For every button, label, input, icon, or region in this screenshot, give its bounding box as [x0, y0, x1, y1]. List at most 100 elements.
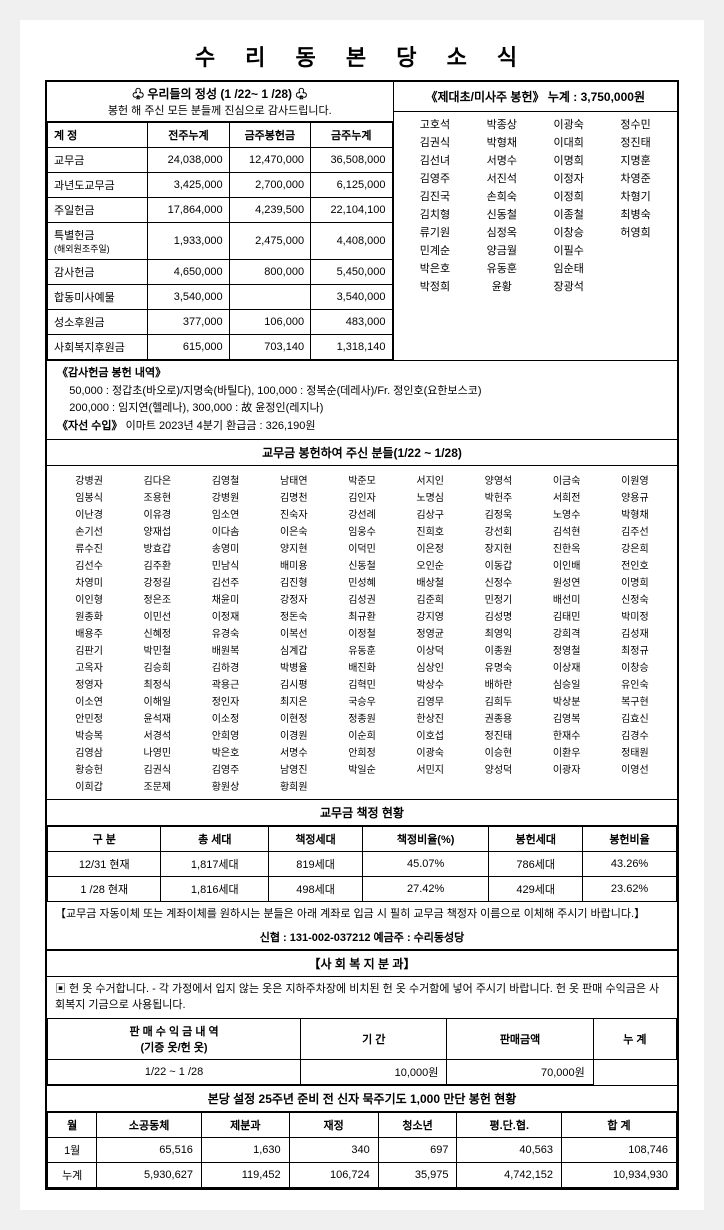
contributor-name: 이은숙 — [262, 523, 326, 538]
contributor-name: 김상구 — [398, 506, 462, 521]
prayer-cell: 35,975 — [378, 1162, 457, 1187]
prayer-cell: 106,724 — [289, 1162, 378, 1187]
contributor-name: 서희전 — [535, 489, 599, 504]
sales-col: 기 간 — [301, 1018, 447, 1059]
status-cell: 1 /28 현재 — [48, 877, 161, 902]
contributor-name: 김영철 — [193, 472, 257, 487]
thanks-memo-title: 《감사헌금 봉헌 내역》 — [57, 367, 166, 379]
prayer-row: 1월65,5161,63034069740,563108,746 — [48, 1137, 677, 1162]
contributor-name: 황승헌 — [57, 761, 121, 776]
contributor-name: 이소연 — [57, 693, 121, 708]
offer-val: 22,104,100 — [311, 198, 392, 223]
contributor-name: 전인호 — [603, 557, 667, 572]
contributor-name: 김인자 — [330, 489, 394, 504]
contributor-name: 김승희 — [125, 659, 189, 674]
contributor-name: 이창승 — [603, 659, 667, 674]
prayer-col: 제분과 — [201, 1112, 289, 1137]
contributor-name: 박준모 — [330, 472, 394, 487]
contributor-name: 한재수 — [535, 727, 599, 742]
contributor-name: 이동갑 — [466, 557, 530, 572]
altar-name: 유동훈 — [468, 260, 535, 276]
contributor-name: 김정욱 — [466, 506, 530, 521]
contributor-name: 안희정 — [330, 744, 394, 759]
contributor-name: 곽용근 — [193, 676, 257, 691]
contributor-name: 김주환 — [125, 557, 189, 572]
status-table: 구 분총 세대책정세대책정비율(%)봉헌세대봉헌비율 12/31 현재1,817… — [47, 826, 677, 902]
contributor-name: 박민철 — [125, 642, 189, 657]
altar-name: 박형채 — [468, 134, 535, 150]
offer-label: 교무금 — [48, 148, 148, 173]
status-row: 12/31 현재1,817세대819세대45.07%786세대43.26% — [48, 852, 677, 877]
sales-col: 판 매 수 익 금 내 역(기증 옷/헌 옷) — [48, 1018, 301, 1059]
offer-val: 4,650,000 — [148, 260, 229, 285]
offer-val — [229, 285, 310, 310]
contributor-name: 최규환 — [330, 608, 394, 623]
status-title: 교무금 책정 현황 — [47, 800, 677, 826]
contributor-name: 진한옥 — [535, 540, 599, 555]
contributor-name: 이명희 — [603, 574, 667, 589]
offer-val: 377,000 — [148, 310, 229, 335]
offer-val: 4,408,000 — [311, 223, 392, 260]
contributor-name: 박상수 — [398, 676, 462, 691]
contributor-name: 박미정 — [603, 608, 667, 623]
contributor-name: 안민정 — [57, 710, 121, 725]
offer-row: 사회복지후원금615,000703,1401,318,140 — [48, 335, 393, 360]
prayer-cell: 108,746 — [562, 1137, 677, 1162]
altar-name: 류기원 — [402, 224, 469, 240]
contributor-name: 이승현 — [466, 744, 530, 759]
sales-col: 누 계 — [593, 1018, 676, 1059]
prayer-cell: 5,930,627 — [97, 1162, 202, 1187]
contributor-name: 이다솜 — [193, 523, 257, 538]
contributors-section: 교무금 봉헌하여 주신 분들(1/22 ~ 1/28) 강병권김다은김영철남태연… — [47, 440, 677, 800]
page-title: 수 리 동 본 당 소 식 — [45, 40, 679, 72]
contributor-name: 배원복 — [193, 642, 257, 657]
offering-panel: ♧ 우리들의 정성 (1 /22~ 1 /28) ♧ 봉헌 해 주신 모든 분들… — [47, 82, 394, 360]
contributor-name: 박형채 — [603, 506, 667, 521]
offer-col: 금주봉헌금 — [229, 123, 310, 148]
contributor-name: 최정규 — [603, 642, 667, 657]
contributor-name: 장지현 — [466, 540, 530, 555]
offering-header: ♧ 우리들의 정성 (1 /22~ 1 /28) ♧ 봉헌 해 주신 모든 분들… — [47, 82, 393, 122]
altar-name: 지명훈 — [602, 152, 669, 168]
bank-account: 신협 : 131-002-037212 예금주 : 수리동성당 — [47, 927, 677, 949]
contributor-name: 신동철 — [330, 557, 394, 572]
contributor-name: 황희원 — [262, 778, 326, 793]
altar-name: 신동철 — [468, 206, 535, 222]
contributor-name: 송영미 — [193, 540, 257, 555]
contributor-name: 김하경 — [193, 659, 257, 674]
altar-name: 박정희 — [402, 278, 469, 294]
offer-label: 과년도교무금 — [48, 173, 148, 198]
contributor-name: 이종원 — [466, 642, 530, 657]
status-cell: 45.07% — [362, 852, 488, 877]
offer-val: 703,140 — [229, 335, 310, 360]
contributor-name: 김영주 — [193, 761, 257, 776]
contributor-name: 강희격 — [535, 625, 599, 640]
contributor-name: 김판기 — [57, 642, 121, 657]
contributor-name: 이복선 — [262, 625, 326, 640]
contributor-name: 강정자 — [262, 591, 326, 606]
sales-cell: 1/22 ~ 1 /28 — [48, 1059, 301, 1084]
contributor-name: 양재섭 — [125, 523, 189, 538]
altar-name: 차영준 — [602, 170, 669, 186]
offer-label: 사회복지후원금 — [48, 335, 148, 360]
contributor-name: 김권식 — [125, 761, 189, 776]
prayer-row: 누계5,930,627119,452106,72435,9754,742,152… — [48, 1162, 677, 1187]
contributor-name: 이민선 — [125, 608, 189, 623]
contributor-name: 유인숙 — [603, 676, 667, 691]
offer-label: 특별헌금(해외원조주일) — [48, 223, 148, 260]
contributors-title: 교무금 봉헌하여 주신 분들(1/22 ~ 1/28) — [47, 440, 677, 466]
contributor-name: 박은호 — [193, 744, 257, 759]
contributor-name: 배선미 — [535, 591, 599, 606]
prayer-col: 평.단.협. — [457, 1112, 562, 1137]
contributor-name: 오인순 — [398, 557, 462, 572]
prayer-cell: 누계 — [48, 1162, 97, 1187]
prayer-cell: 697 — [378, 1137, 457, 1162]
main-container: ♧ 우리들의 정성 (1 /22~ 1 /28) ♧ 봉헌 해 주신 모든 분들… — [45, 80, 679, 1190]
contributor-name: 이환우 — [535, 744, 599, 759]
contributor-name: 정영자 — [57, 676, 121, 691]
sales-table: 판 매 수 익 금 내 역(기증 옷/헌 옷)기 간판매금액누 계 1/22 ~… — [47, 1018, 677, 1085]
contributor-name: 김석현 — [535, 523, 599, 538]
contributor-name: 최지은 — [262, 693, 326, 708]
status-col: 책정비율(%) — [362, 827, 488, 852]
contributor-name: 이덕민 — [330, 540, 394, 555]
